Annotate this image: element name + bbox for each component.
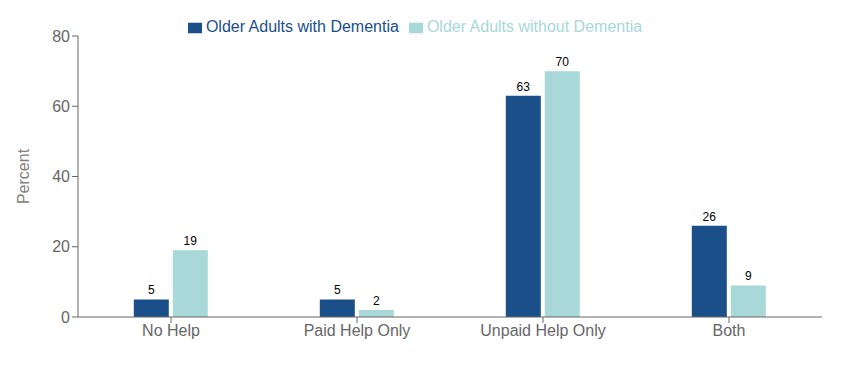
- svg-text:26: 26: [703, 210, 717, 224]
- svg-text:Unpaid Help Only: Unpaid Help Only: [480, 322, 605, 339]
- svg-text:70: 70: [556, 55, 570, 69]
- html-text:Older Adults with Dementia: Older Adults with Dementia: [205, 18, 399, 35]
- svg-text:Percent: Percent: [15, 148, 32, 204]
- svg-text:80: 80: [52, 28, 70, 45]
- svg-text:20: 20: [52, 238, 70, 255]
- svg-text:0: 0: [61, 309, 70, 326]
- svg-text:60: 60: [52, 98, 70, 115]
- svg-text:Paid Help Only: Paid Help Only: [304, 322, 411, 339]
- svg-text:No Help: No Help: [142, 322, 200, 339]
- svg-text:9: 9: [745, 269, 752, 283]
- svg-text:Both: Both: [713, 322, 746, 339]
- svg-text:19: 19: [184, 234, 198, 248]
- svg-text:40: 40: [52, 168, 70, 185]
- html-text:Older Adults without Dementia: Older Adults without Dementia: [426, 18, 643, 35]
- svg-text:63: 63: [517, 80, 531, 94]
- svg-text:2: 2: [373, 294, 380, 308]
- svg-text:5: 5: [334, 283, 341, 297]
- svg-text:5: 5: [148, 283, 155, 297]
